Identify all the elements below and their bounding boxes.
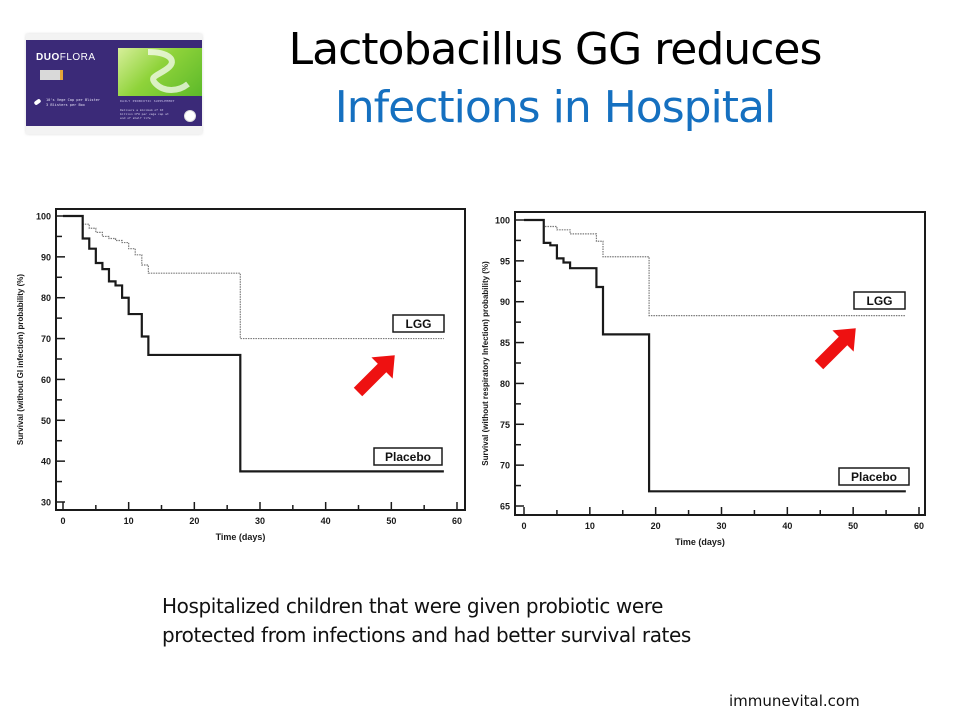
y-tick-label: 30	[41, 498, 51, 508]
legend-label-lgg: LGG	[392, 314, 445, 333]
legend-label-placebo: Placebo	[838, 467, 910, 486]
chart-gi-infection: 30 40 50 60 70 80 90 100 0 10 20 30 40 50 60 Time (days…	[10, 200, 470, 550]
caption-line: Hospitalized children that were given pr…	[162, 594, 664, 618]
x-tick-label: 0	[60, 516, 65, 526]
chart-gi-infection-svg: 30 40 50 60 70 80 90 100 0 10 20 30 40 50 60 Time (days…	[16, 208, 466, 542]
series-line-lgg	[63, 215, 444, 340]
chart-respiratory-infection-svg: 65 70 75 80 85 90 95 100 0 10 20 30 40 50 60 Time (days…	[481, 211, 926, 547]
y-tick-label: 80	[41, 293, 51, 303]
legend-label-lgg-text: LGG	[406, 317, 432, 331]
y-tick-label: 70	[41, 334, 51, 344]
blister-icon	[40, 70, 63, 80]
x-tick-label: 60	[914, 521, 924, 531]
y-tick-label: 90	[500, 297, 510, 307]
x-tick-label: 60	[452, 516, 462, 526]
x-tick-label: 20	[651, 521, 661, 531]
product-description: 10's Vege Cap per Blister 3 Blisters per…	[46, 98, 100, 108]
product-brand: DUOFLORA	[36, 52, 96, 63]
series-line-placebo	[524, 218, 906, 493]
x-axis-label: Time (days)	[216, 532, 266, 542]
legend-label-lgg-text: LGG	[867, 294, 893, 308]
x-tick-label: 30	[716, 521, 726, 531]
slide-title: Lactobacillus GG reduces	[288, 24, 823, 75]
x-tick-label: 30	[255, 516, 265, 526]
y-axis-label: Survival (without respiratory Infection)…	[481, 261, 490, 466]
product-tagline: DAILY PROBIOTIC SUPPLEMENT	[120, 99, 175, 103]
legend-label-lgg: LGG	[853, 291, 906, 310]
legend-label-placebo-text: Placebo	[385, 450, 431, 464]
x-tick-label: 10	[585, 521, 595, 531]
legend-label-placebo-box	[373, 447, 443, 466]
red-arrow-shape	[814, 328, 856, 370]
product-small-text: Delivers a minimum of 10 billion CFU per…	[120, 108, 169, 120]
x-tick-label: 50	[386, 516, 396, 526]
product-image: DUOFLORA 10's Vege Cap per Blister 3 Bli…	[26, 34, 202, 134]
slide-subtitle: Infections in Hospital	[334, 82, 776, 133]
halal-seal-icon	[184, 110, 196, 122]
y-tick-label: 100	[495, 216, 510, 226]
x-tick-label: 10	[124, 516, 134, 526]
product-brand-light: FLORA	[59, 52, 96, 63]
y-tick-label: 60	[41, 375, 51, 385]
legend-label-placebo-box	[838, 467, 910, 486]
product-green-panel	[118, 48, 202, 96]
red-arrow-icon	[814, 328, 856, 370]
product-line: 3 Blisters per Box	[46, 103, 85, 107]
y-tick-label: 90	[41, 252, 51, 262]
y-axis-label: Survival (without GI infection) probabil…	[16, 274, 25, 445]
legend-label-lgg-box	[853, 291, 906, 310]
y-tick-label: 80	[500, 379, 510, 389]
red-arrow-shape	[353, 355, 395, 397]
y-tick-label: 65	[500, 502, 510, 512]
footer-website: immunevital.com	[729, 692, 860, 710]
y-tick-label: 95	[500, 256, 510, 266]
series-line-placebo	[63, 214, 444, 473]
product-brand-bold: DUO	[36, 52, 60, 63]
product-line: 10's Vege Cap per Blister	[46, 98, 101, 102]
series-line-lgg	[524, 219, 906, 317]
legend-label-placebo: Placebo	[373, 447, 443, 466]
x-tick-label: 40	[321, 516, 331, 526]
y-tick-label: 100	[36, 212, 51, 222]
product-logo-icon	[147, 49, 190, 93]
x-tick-label: 20	[189, 516, 199, 526]
caption-line: protected from infections and had better…	[162, 623, 691, 647]
red-arrow-icon	[353, 355, 395, 397]
x-tick-label: 50	[848, 521, 858, 531]
y-tick-label: 75	[500, 420, 510, 430]
caption: Hospitalized children that were given pr…	[162, 592, 691, 650]
legend-label-lgg-box	[392, 314, 445, 333]
x-tick-label: 40	[782, 521, 792, 531]
y-tick-label: 85	[500, 338, 510, 348]
legend-label-placebo-text: Placebo	[851, 470, 897, 484]
y-tick-label: 40	[41, 457, 51, 467]
y-tick-label: 50	[41, 416, 51, 426]
y-tick-label: 70	[500, 461, 510, 471]
x-axis-label: Time (days)	[675, 537, 725, 547]
chart-respiratory-infection: 65 70 75 80 85 90 95 100 0 10 20 30 40 50 60 Time (days…	[475, 200, 935, 550]
x-tick-label: 0	[521, 521, 526, 531]
